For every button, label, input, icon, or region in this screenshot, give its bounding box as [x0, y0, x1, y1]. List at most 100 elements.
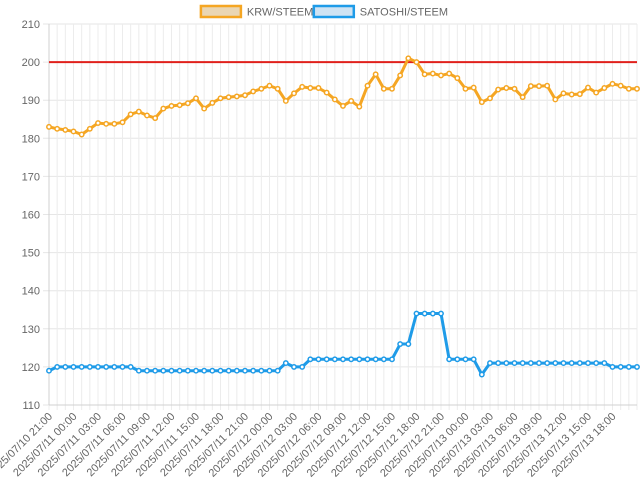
legend-item-satoshi-steem[interactable]: SATOSHI/STEEM — [312, 4, 448, 19]
data-point-satoshi-steem[interactable] — [511, 360, 518, 367]
data-point-satoshi-steem[interactable] — [405, 341, 412, 347]
data-point-satoshi-steem[interactable] — [372, 356, 379, 363]
data-point-krw-steem[interactable] — [552, 96, 559, 103]
data-point-satoshi-steem[interactable] — [70, 363, 77, 370]
data-point-satoshi-steem[interactable] — [135, 367, 142, 374]
data-point-krw-steem[interactable] — [372, 71, 379, 78]
data-point-krw-steem[interactable] — [315, 85, 322, 91]
data-point-satoshi-steem[interactable] — [144, 367, 150, 374]
data-point-krw-steem[interactable] — [348, 98, 355, 104]
data-point-satoshi-steem[interactable] — [274, 367, 281, 374]
data-point-satoshi-steem[interactable] — [568, 360, 575, 367]
data-point-satoshi-steem[interactable] — [225, 367, 232, 374]
data-point-krw-steem[interactable] — [495, 86, 502, 93]
data-point-krw-steem[interactable] — [585, 84, 591, 91]
data-point-krw-steem[interactable] — [397, 72, 404, 79]
data-point-krw-steem[interactable] — [46, 123, 52, 130]
data-point-satoshi-steem[interactable] — [193, 367, 199, 374]
data-point-satoshi-steem[interactable] — [536, 360, 542, 367]
data-point-krw-steem[interactable] — [487, 95, 493, 102]
data-point-krw-steem[interactable] — [331, 96, 338, 103]
data-point-satoshi-steem[interactable] — [634, 363, 640, 370]
data-point-satoshi-steem[interactable] — [364, 356, 371, 363]
data-point-satoshi-steem[interactable] — [95, 363, 101, 370]
data-point-krw-steem[interactable] — [560, 90, 567, 97]
data-point-satoshi-steem[interactable] — [242, 367, 248, 374]
data-point-satoshi-steem[interactable] — [250, 367, 257, 374]
data-point-satoshi-steem[interactable] — [470, 356, 477, 363]
data-point-krw-steem[interactable] — [429, 70, 436, 77]
data-point-krw-steem[interactable] — [54, 125, 61, 132]
data-point-krw-steem[interactable] — [511, 85, 518, 92]
data-point-satoshi-steem[interactable] — [560, 360, 567, 367]
data-point-krw-steem[interactable] — [70, 128, 77, 135]
data-point-satoshi-steem[interactable] — [152, 367, 159, 374]
data-point-krw-steem[interactable] — [421, 71, 428, 78]
data-point-krw-steem[interactable] — [413, 59, 420, 66]
data-point-satoshi-steem[interactable] — [86, 363, 93, 370]
data-point-satoshi-steem[interactable] — [160, 367, 167, 374]
data-point-krw-steem[interactable] — [617, 82, 624, 89]
data-point-satoshi-steem[interactable] — [601, 360, 608, 367]
data-point-krw-steem[interactable] — [86, 125, 93, 132]
data-point-satoshi-steem[interactable] — [315, 356, 322, 363]
data-point-krw-steem[interactable] — [593, 89, 600, 96]
data-point-krw-steem[interactable] — [454, 75, 461, 82]
data-point-krw-steem[interactable] — [250, 88, 257, 95]
data-point-satoshi-steem[interactable] — [233, 367, 240, 374]
data-point-krw-steem[interactable] — [438, 72, 444, 79]
data-point-satoshi-steem[interactable] — [389, 356, 395, 363]
data-point-satoshi-steem[interactable] — [176, 367, 183, 374]
data-point-krw-steem[interactable] — [103, 120, 110, 127]
data-point-krw-steem[interactable] — [601, 85, 608, 91]
data-point-krw-steem[interactable] — [62, 126, 69, 133]
data-point-satoshi-steem[interactable] — [446, 356, 453, 363]
data-point-krw-steem[interactable] — [470, 84, 477, 91]
data-point-satoshi-steem[interactable] — [429, 310, 436, 317]
data-point-satoshi-steem[interactable] — [421, 310, 428, 317]
data-point-satoshi-steem[interactable] — [527, 360, 534, 367]
data-point-satoshi-steem[interactable] — [111, 363, 118, 370]
data-point-satoshi-steem[interactable] — [495, 360, 502, 367]
data-point-krw-steem[interactable] — [519, 94, 526, 101]
data-point-satoshi-steem[interactable] — [397, 341, 404, 347]
data-point-krw-steem[interactable] — [462, 85, 469, 92]
data-point-krw-steem[interactable] — [282, 98, 289, 104]
data-point-satoshi-steem[interactable] — [266, 367, 273, 374]
data-point-satoshi-steem[interactable] — [544, 360, 551, 367]
data-point-satoshi-steem[interactable] — [462, 356, 469, 363]
data-point-krw-steem[interactable] — [95, 120, 101, 127]
data-point-krw-steem[interactable] — [609, 80, 616, 87]
data-point-krw-steem[interactable] — [242, 92, 248, 99]
data-point-krw-steem[interactable] — [405, 55, 412, 62]
data-point-satoshi-steem[interactable] — [593, 360, 600, 367]
data-point-satoshi-steem[interactable] — [340, 356, 346, 363]
data-point-satoshi-steem[interactable] — [625, 363, 632, 370]
data-point-satoshi-steem[interactable] — [356, 356, 363, 363]
data-point-satoshi-steem[interactable] — [54, 363, 61, 370]
data-point-krw-steem[interactable] — [111, 120, 118, 127]
data-point-krw-steem[interactable] — [258, 85, 265, 92]
data-point-krw-steem[interactable] — [356, 103, 363, 110]
data-point-krw-steem[interactable] — [127, 111, 134, 118]
data-point-satoshi-steem[interactable] — [617, 363, 624, 370]
data-point-krw-steem[interactable] — [266, 82, 273, 89]
data-point-satoshi-steem[interactable] — [478, 371, 485, 378]
data-point-krw-steem[interactable] — [625, 85, 632, 92]
data-point-krw-steem[interactable] — [576, 91, 583, 98]
data-point-krw-steem[interactable] — [446, 70, 453, 77]
data-point-krw-steem[interactable] — [503, 85, 510, 91]
data-point-satoshi-steem[interactable] — [299, 363, 306, 370]
data-point-krw-steem[interactable] — [340, 102, 346, 109]
data-point-satoshi-steem[interactable] — [609, 363, 616, 370]
data-point-krw-steem[interactable] — [152, 115, 159, 122]
data-point-satoshi-steem[interactable] — [585, 360, 591, 367]
data-point-krw-steem[interactable] — [299, 83, 306, 90]
data-point-krw-steem[interactable] — [119, 119, 126, 126]
data-point-satoshi-steem[interactable] — [454, 356, 461, 363]
data-point-satoshi-steem[interactable] — [438, 310, 444, 317]
data-point-krw-steem[interactable] — [323, 89, 330, 96]
data-point-krw-steem[interactable] — [536, 83, 542, 90]
data-point-satoshi-steem[interactable] — [46, 367, 52, 374]
data-point-satoshi-steem[interactable] — [168, 367, 175, 374]
